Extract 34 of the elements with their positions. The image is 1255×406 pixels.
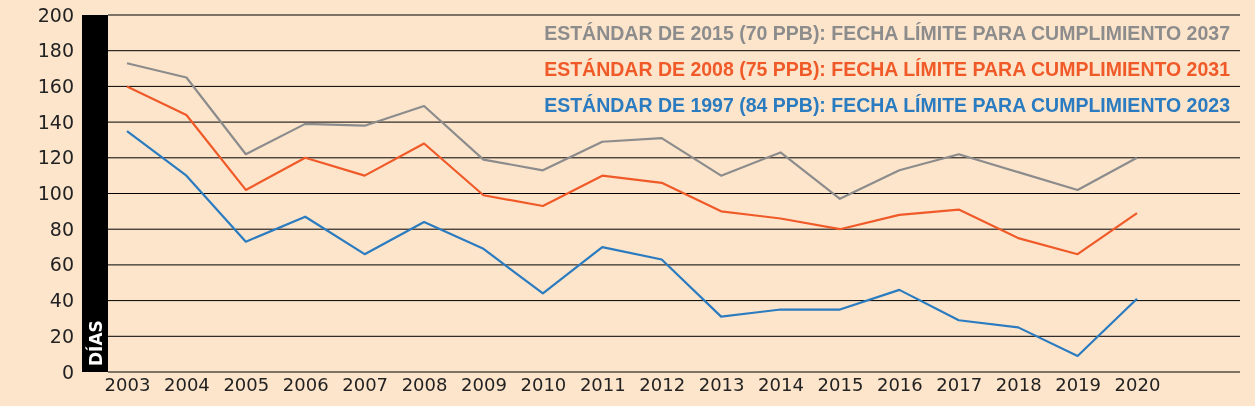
x-tick-label: 2012 xyxy=(639,373,686,395)
y-axis-title: DÍAS xyxy=(85,320,106,366)
x-tick-label: 2008 xyxy=(401,373,448,395)
x-tick-label: 2009 xyxy=(461,373,507,395)
x-tick-label: 2006 xyxy=(282,373,329,395)
y-tick-label: 60 xyxy=(49,253,74,276)
x-tick-label: 2020 xyxy=(1114,373,1161,395)
x-tick-label: 2017 xyxy=(936,373,983,395)
x-tick-label: 2016 xyxy=(876,373,923,395)
x-tick-label: 2005 xyxy=(223,373,270,395)
y-tick-label: 180 xyxy=(37,39,74,62)
x-tick-label: 2004 xyxy=(164,373,210,395)
line-series xyxy=(125,129,1139,358)
x-tick-label: 2013 xyxy=(698,373,745,395)
text: ESTÁNDAR DE 1997 (84 PPB): FECHA LÍMITE PARA CUMPLIMIENTO 2023 xyxy=(544,94,1231,116)
y-tick-label: 200 xyxy=(37,3,74,26)
x-tick-label: 2015 xyxy=(817,373,864,395)
y-tick-label: 160 xyxy=(37,74,74,97)
text: ESTÁNDAR DE 2008 (75 PPB): FECHA LÍMITE PARA CUMPLIMIENTO 2031 xyxy=(544,58,1231,80)
x-tick-label: 2018 xyxy=(995,373,1042,395)
y-tick-label: 100 xyxy=(37,182,74,205)
x-tick-label: 2007 xyxy=(342,373,389,395)
y-tick-label: 40 xyxy=(49,289,74,312)
y-tick-label: 80 xyxy=(49,217,74,240)
x-tick-label: 2010 xyxy=(520,373,567,395)
text: ESTÁNDAR DE 2015 (70 PPB): FECHA LÍMITE PARA CUMPLIMIENTO 2037 xyxy=(544,22,1230,44)
y-tick-label: 140 xyxy=(37,110,74,133)
y-tick-label: 0 xyxy=(61,360,74,383)
x-tick-label: 2019 xyxy=(1055,373,1101,395)
y-tick-label: 20 xyxy=(49,324,74,347)
x-tick-label: 2011 xyxy=(579,373,626,395)
x-tick-label: 2003 xyxy=(104,373,151,395)
x-tick-label: 2014 xyxy=(758,373,804,395)
y-tick-label: 120 xyxy=(37,146,74,169)
